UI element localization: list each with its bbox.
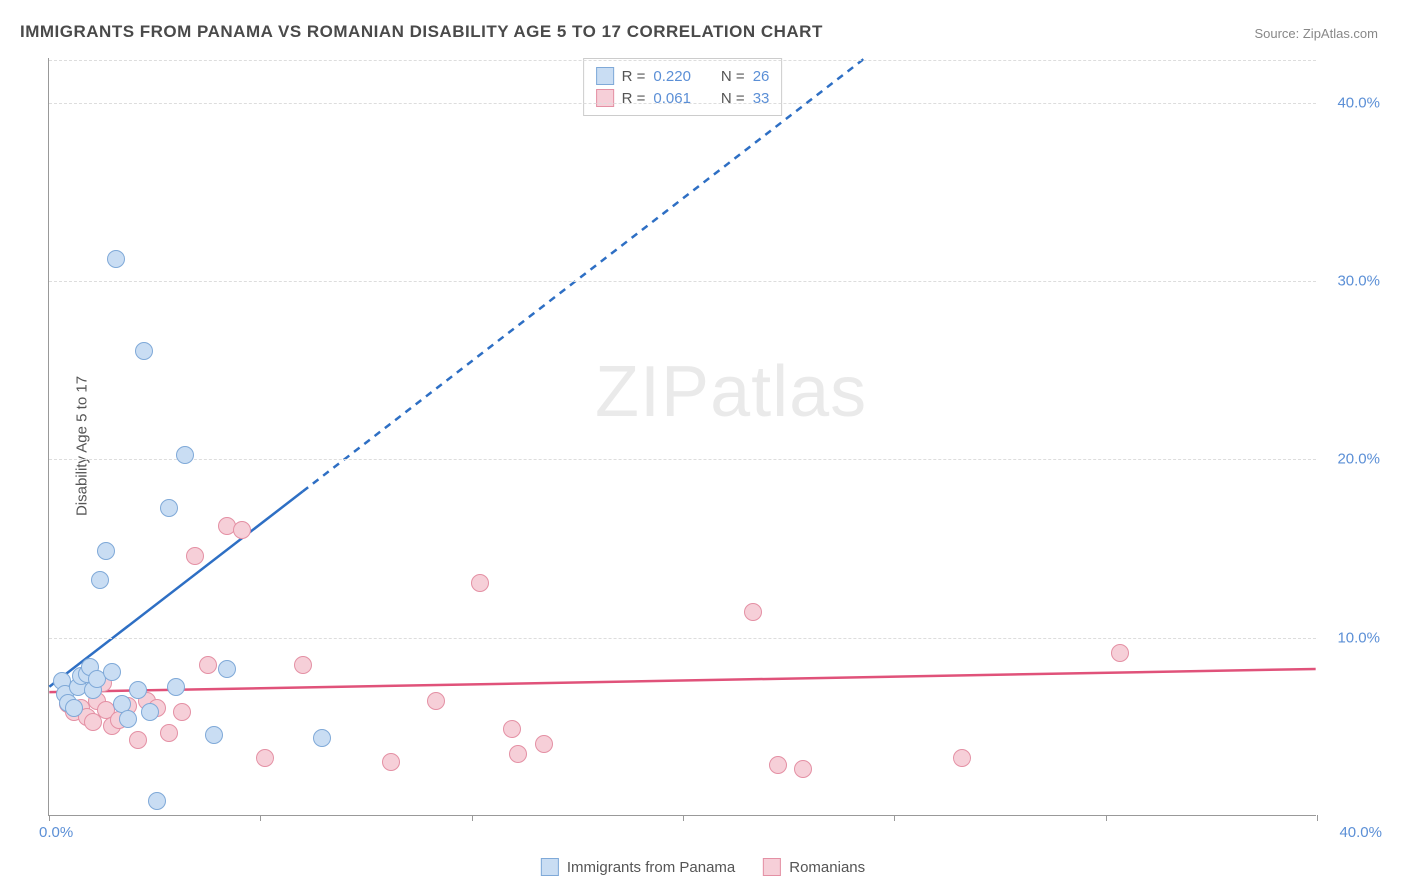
stats-n-value-romanians: 33 [753,90,770,107]
scatter-point-panama [141,703,159,721]
stats-r-value-panama: 0.220 [653,68,691,85]
scatter-point-panama [97,542,115,560]
trend-line-panama [303,58,865,492]
scatter-point-panama [205,726,223,744]
gridline [49,103,1316,104]
scatter-point-romanians [503,720,521,738]
legend-label-romanians: Romanians [789,859,865,876]
scatter-point-panama [129,681,147,699]
scatter-point-panama [148,792,166,810]
trend-lines-svg [49,58,1316,815]
stats-swatch-romanians [596,89,614,107]
series-legend: Immigrants from Panama Romanians [541,858,865,876]
y-tick-label: 20.0% [1337,451,1380,468]
scatter-point-romanians [382,753,400,771]
scatter-point-romanians [953,749,971,767]
scatter-point-panama [167,678,185,696]
y-tick-label: 40.0% [1337,94,1380,111]
scatter-point-romanians [427,692,445,710]
scatter-point-romanians [769,756,787,774]
x-tick [894,815,895,821]
scatter-point-romanians [744,603,762,621]
gridline [49,281,1316,282]
gridline [49,459,1316,460]
stats-row-panama: R = 0.220 N = 26 [596,65,770,87]
scatter-point-romanians [186,547,204,565]
y-tick-label: 10.0% [1337,629,1380,646]
scatter-point-panama [91,571,109,589]
scatter-point-romanians [794,760,812,778]
stats-n-label: N = [721,68,745,85]
scatter-point-panama [65,699,83,717]
trend-line-romanians [49,669,1315,692]
scatter-point-panama [218,660,236,678]
scatter-point-panama [313,729,331,747]
scatter-point-romanians [129,731,147,749]
source-attribution: Source: ZipAtlas.com [1254,26,1378,41]
legend-swatch-romanians [763,858,781,876]
stats-r-label: R = [622,68,646,85]
scatter-point-panama [135,342,153,360]
scatter-point-romanians [471,574,489,592]
x-tick-label-min: 0.0% [39,824,73,841]
scatter-point-romanians [256,749,274,767]
source-prefix: Source: [1254,26,1302,41]
stats-legend: R = 0.220 N = 26 R = 0.061 N = 33 [583,58,783,116]
scatter-point-panama [103,663,121,681]
legend-item-romanians: Romanians [763,858,865,876]
stats-swatch-panama [596,67,614,85]
scatter-point-panama [176,446,194,464]
scatter-point-panama [119,710,137,728]
source-link[interactable]: ZipAtlas.com [1303,26,1378,41]
scatter-point-panama [107,250,125,268]
stats-r-value-romanians: 0.061 [653,90,691,107]
scatter-point-romanians [509,745,527,763]
x-tick [683,815,684,821]
gridline [49,638,1316,639]
chart-title: IMMIGRANTS FROM PANAMA VS ROMANIAN DISAB… [20,22,823,42]
scatter-point-romanians [173,703,191,721]
plot-area: R =0.220N =26R =0.061N =33 10.0%20.0%30.… [48,58,1316,816]
legend-label-panama: Immigrants from Panama [567,859,735,876]
scatter-point-panama [160,499,178,517]
stats-row-romanians: R = 0.061 N = 33 [596,87,770,109]
scatter-point-romanians [160,724,178,742]
scatter-point-romanians [294,656,312,674]
x-tick-label-max: 40.0% [1339,824,1382,841]
x-tick [260,815,261,821]
y-tick-label: 30.0% [1337,272,1380,289]
scatter-point-romanians [535,735,553,753]
scatter-point-romanians [233,521,251,539]
stats-n-value-panama: 26 [753,68,770,85]
stats-n-label: N = [721,90,745,107]
gridline [49,60,1316,61]
legend-item-panama: Immigrants from Panama [541,858,735,876]
stats-r-label: R = [622,90,646,107]
x-tick [1317,815,1318,821]
scatter-point-romanians [1111,644,1129,662]
x-tick [472,815,473,821]
x-tick [49,815,50,821]
legend-swatch-panama [541,858,559,876]
scatter-point-romanians [199,656,217,674]
x-tick [1106,815,1107,821]
